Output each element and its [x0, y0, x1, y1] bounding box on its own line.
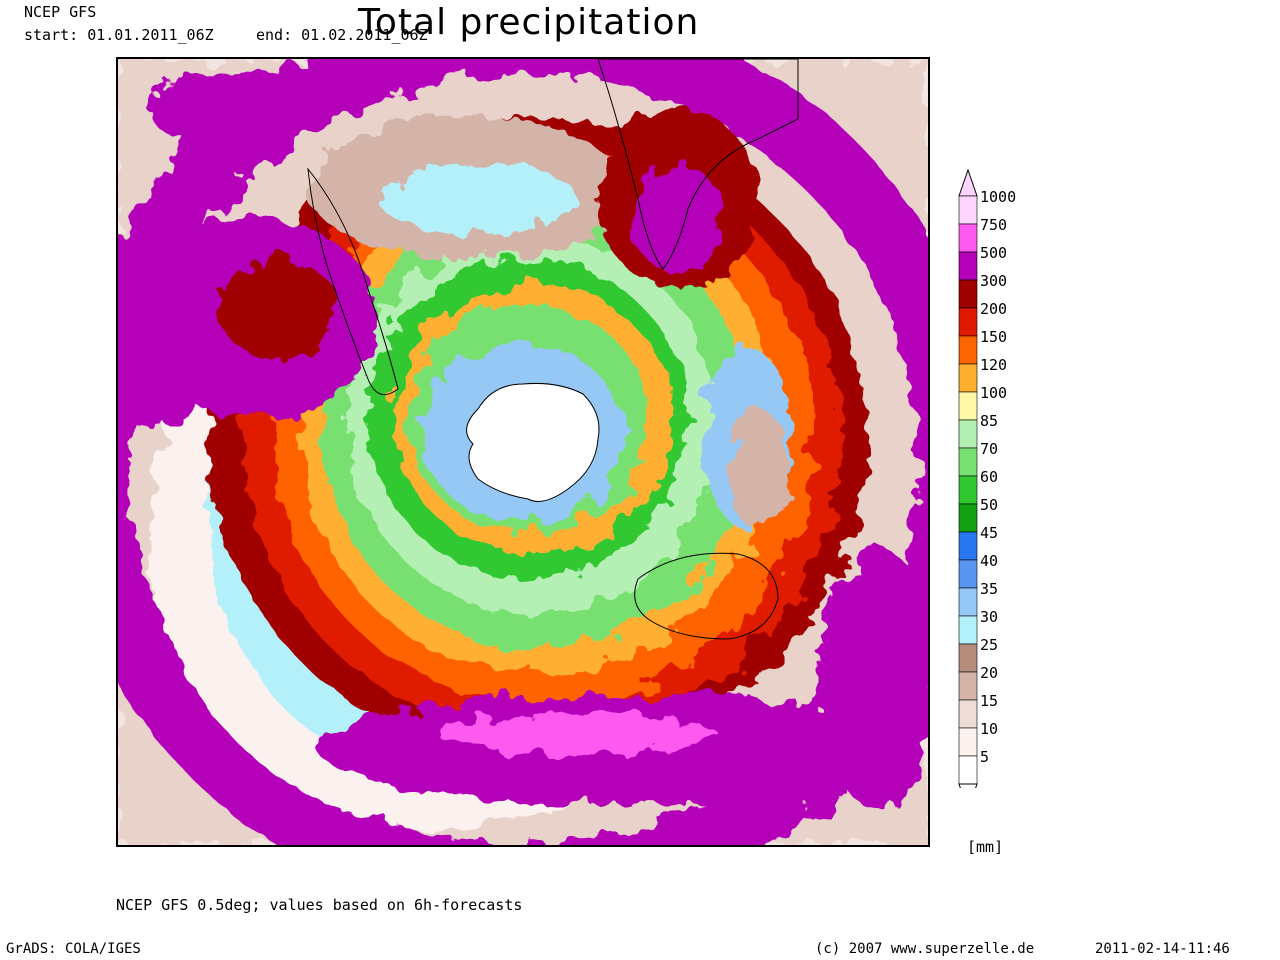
legend-label-25: 25	[980, 636, 999, 654]
legend-label-200: 200	[980, 300, 1008, 318]
africa-outline	[597, 59, 799, 270]
legend-label-30: 30	[980, 608, 999, 626]
legend-swatch-60	[958, 475, 978, 505]
legend-label-5: 5	[980, 748, 990, 766]
legend-swatch-300	[958, 279, 978, 309]
legend-label-100: 100	[980, 384, 1008, 402]
generation-timestamp: 2011-02-14-11:46	[1095, 941, 1230, 957]
legend-label-15: 15	[980, 692, 999, 710]
legend-swatch-20	[958, 671, 978, 701]
legend-label-1000: 1000	[980, 188, 1017, 206]
legend-swatch-200	[958, 307, 978, 337]
legend-label-70: 70	[980, 440, 999, 458]
color-legend	[958, 168, 978, 788]
end-date: end: 01.02.2011_06Z	[256, 26, 428, 44]
legend-swatch-750	[958, 223, 978, 253]
data-source-note: NCEP GFS 0.5deg; values based on 6h-fore…	[116, 896, 523, 914]
legend-swatch-85	[958, 419, 978, 449]
legend-swatch-500	[958, 251, 978, 281]
grads-credit: GrADS: COLA/IGES	[6, 941, 141, 957]
legend-swatch-150	[958, 335, 978, 365]
legend-swatch-15	[958, 699, 978, 729]
legend-label-500: 500	[980, 244, 1008, 262]
legend-swatch-120	[958, 363, 978, 393]
map-title: Total precipitation	[358, 2, 700, 43]
legend-swatch-35	[958, 587, 978, 617]
legend-label-20: 20	[980, 664, 999, 682]
legend-label-10: 10	[980, 720, 999, 738]
legend-swatch-100	[958, 391, 978, 421]
legend-label-85: 85	[980, 412, 999, 430]
australia-outline	[634, 552, 779, 640]
map-canvas	[118, 59, 928, 845]
model-name: NCEP GFS	[24, 3, 97, 21]
legend-swatch-10	[958, 727, 978, 757]
legend-swatch-70	[958, 447, 978, 477]
start-date: start: 01.01.2011_06Z	[24, 26, 214, 44]
legend-swatch-5	[958, 755, 978, 785]
legend-label-150: 150	[980, 328, 1008, 346]
legend-swatch-50	[958, 503, 978, 533]
legend-label-120: 120	[980, 356, 1008, 374]
legend-arrow-top	[958, 168, 978, 197]
precipitation-map	[116, 57, 930, 847]
legend-label-750: 750	[980, 216, 1008, 234]
legend-swatch-30	[958, 615, 978, 645]
legend-label-300: 300	[980, 272, 1008, 290]
antarctica-landmass	[466, 383, 600, 502]
legend-swatch-25	[958, 643, 978, 673]
south-america-outline	[307, 167, 399, 396]
legend-unit: [mm]	[967, 838, 1004, 856]
legend-swatch-45	[958, 531, 978, 561]
legend-label-40: 40	[980, 552, 999, 570]
legend-swatch-1000	[958, 195, 978, 225]
legend-label-35: 35	[980, 580, 999, 598]
legend-arrow-bottom	[958, 783, 978, 788]
legend-label-45: 45	[980, 524, 999, 542]
copyright-text: (c) 2007 www.superzelle.de	[815, 941, 1035, 957]
legend-swatch-40	[958, 559, 978, 589]
legend-label-50: 50	[980, 496, 999, 514]
legend-label-60: 60	[980, 468, 999, 486]
